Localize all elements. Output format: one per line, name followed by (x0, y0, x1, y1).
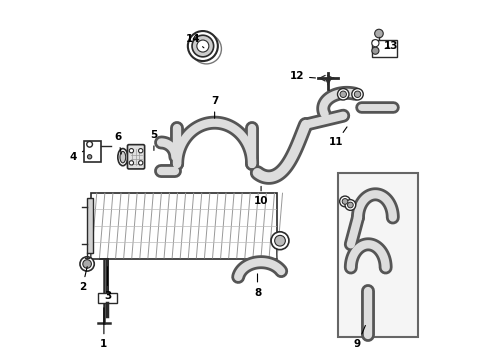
Text: 12: 12 (290, 71, 316, 81)
Circle shape (372, 47, 379, 54)
Text: 4: 4 (70, 151, 84, 162)
Ellipse shape (118, 149, 128, 166)
Text: 9: 9 (354, 325, 366, 349)
Text: 10: 10 (254, 186, 269, 206)
Circle shape (129, 149, 134, 153)
Text: 8: 8 (254, 274, 261, 297)
Circle shape (87, 141, 93, 147)
Circle shape (338, 89, 349, 100)
Bar (98, 293, 117, 303)
Circle shape (352, 89, 363, 100)
Ellipse shape (120, 152, 126, 163)
Circle shape (83, 260, 92, 268)
Text: 13: 13 (384, 41, 399, 51)
FancyBboxPatch shape (127, 145, 145, 169)
Circle shape (372, 40, 379, 47)
Circle shape (139, 161, 143, 165)
Circle shape (197, 40, 209, 52)
Circle shape (340, 91, 346, 98)
Circle shape (347, 202, 353, 208)
Text: 5: 5 (150, 130, 157, 150)
Circle shape (271, 232, 289, 249)
Circle shape (375, 29, 383, 38)
Circle shape (80, 257, 94, 271)
Circle shape (192, 35, 214, 57)
Bar (87, 198, 93, 253)
Circle shape (340, 196, 350, 207)
Bar (84, 141, 101, 162)
Text: 1: 1 (100, 308, 107, 349)
Text: 3: 3 (104, 267, 111, 301)
Text: 14: 14 (186, 34, 204, 48)
Bar (338, 173, 418, 337)
Circle shape (275, 235, 285, 246)
Circle shape (88, 155, 92, 159)
Circle shape (354, 91, 361, 98)
Text: 7: 7 (211, 96, 219, 118)
Text: 6: 6 (115, 132, 122, 154)
Circle shape (129, 161, 134, 165)
Circle shape (345, 200, 356, 210)
Text: 11: 11 (329, 127, 347, 148)
Circle shape (188, 31, 218, 61)
Circle shape (342, 199, 348, 204)
Bar (92, 193, 277, 258)
Circle shape (139, 149, 143, 153)
Bar (372, 40, 397, 57)
Text: 2: 2 (79, 267, 87, 292)
